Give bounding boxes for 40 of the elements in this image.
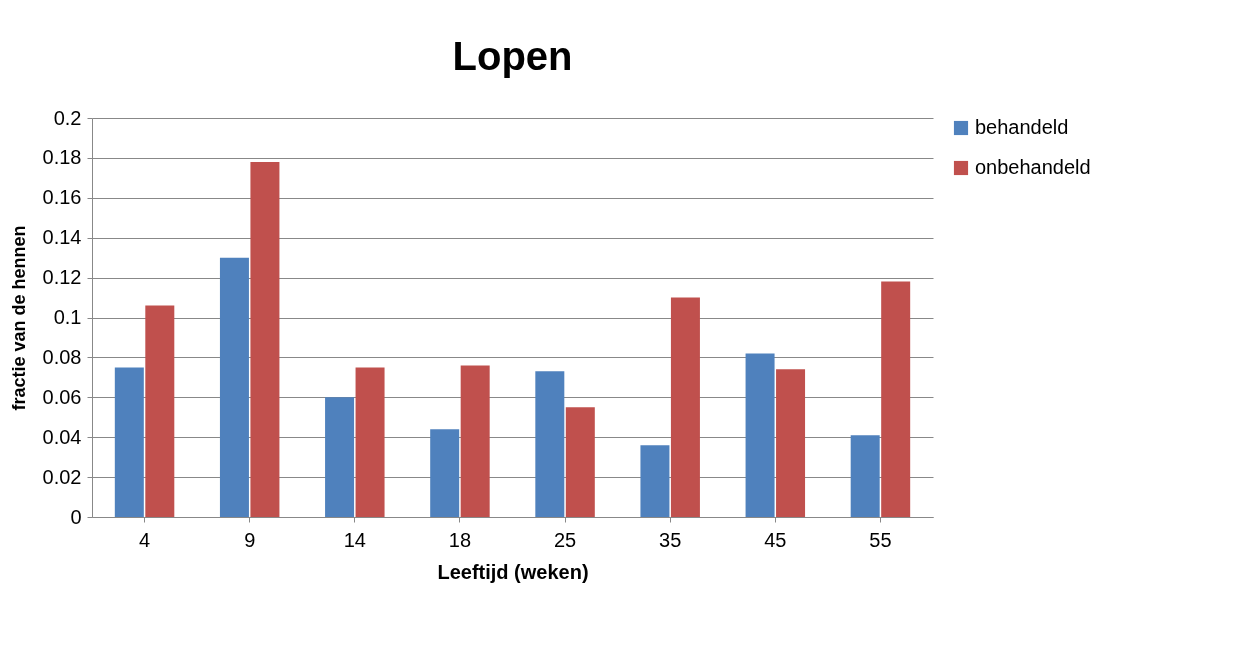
x-tick-label: 25 bbox=[553, 528, 577, 551]
x-tick-label: 18 bbox=[448, 528, 472, 551]
bar bbox=[640, 445, 670, 517]
bar bbox=[430, 429, 460, 517]
chart-title: Lopen bbox=[452, 34, 573, 78]
bar bbox=[355, 367, 385, 517]
y-tick-label: 0.04 bbox=[42, 425, 82, 448]
x-tick-label: 45 bbox=[764, 528, 787, 551]
y-tick-label: 0.18 bbox=[42, 146, 82, 169]
bar bbox=[745, 353, 775, 517]
bar bbox=[776, 369, 806, 517]
y-tick-label: 0.06 bbox=[42, 385, 82, 408]
bar bbox=[114, 367, 144, 517]
y-tick-label: 0.02 bbox=[42, 465, 82, 488]
y-tick-label: 0.14 bbox=[42, 226, 82, 249]
bar bbox=[250, 161, 280, 517]
bar bbox=[565, 407, 595, 517]
y-tick-label: 0.2 bbox=[53, 106, 82, 129]
bar bbox=[460, 365, 490, 517]
y-axis-title: fractie van de hennen bbox=[8, 225, 29, 411]
legend-label: onbehandeld bbox=[975, 156, 1091, 178]
x-tick-label: 55 bbox=[869, 528, 892, 551]
y-tick-label: 0 bbox=[70, 505, 82, 528]
bar bbox=[881, 281, 911, 517]
x-axis-title: Leeftijd (weken) bbox=[437, 560, 589, 583]
bar bbox=[535, 371, 565, 517]
y-tick-label: 0.1 bbox=[53, 306, 82, 328]
bar bbox=[850, 435, 880, 517]
x-tick-label: 35 bbox=[659, 528, 682, 551]
bar bbox=[219, 257, 249, 517]
x-tick-label: 4 bbox=[139, 528, 151, 551]
y-tick-label: 0.12 bbox=[42, 266, 82, 289]
bar bbox=[145, 305, 175, 517]
y-tick-label: 0.08 bbox=[42, 345, 82, 368]
bar bbox=[670, 297, 700, 517]
x-tick-label: 9 bbox=[244, 528, 256, 551]
y-tick-label: 0.16 bbox=[42, 186, 82, 209]
x-tick-label: 14 bbox=[343, 528, 366, 551]
bar bbox=[325, 397, 355, 517]
legend-label: behandeld bbox=[975, 116, 1069, 138]
